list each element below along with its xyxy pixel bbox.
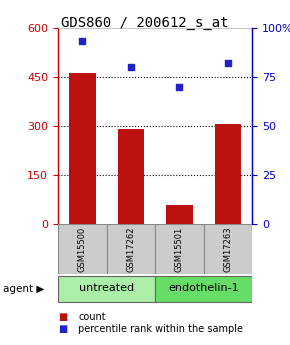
Bar	[155, 224, 204, 274]
Text: GSM17263: GSM17263	[224, 226, 233, 272]
Point	[80, 39, 85, 44]
Text: GSM15500: GSM15500	[78, 227, 87, 272]
Bar	[204, 224, 252, 274]
Text: endothelin-1: endothelin-1	[168, 283, 239, 293]
Text: GSM17262: GSM17262	[126, 227, 135, 272]
Point	[177, 84, 182, 89]
Text: ■: ■	[58, 325, 67, 334]
Bar	[69, 73, 96, 224]
Text: ■: ■	[58, 313, 67, 322]
Bar	[215, 124, 241, 224]
Text: percentile rank within the sample: percentile rank within the sample	[78, 325, 243, 334]
Text: untreated: untreated	[79, 283, 134, 293]
Bar	[58, 224, 106, 274]
Point	[226, 60, 230, 66]
Bar	[106, 224, 155, 274]
Text: GDS860 / 200612_s_at: GDS860 / 200612_s_at	[61, 16, 229, 30]
Text: GSM15501: GSM15501	[175, 227, 184, 272]
Text: count: count	[78, 313, 106, 322]
Bar	[155, 276, 252, 302]
Text: agent ▶: agent ▶	[3, 284, 44, 294]
Bar	[166, 205, 193, 224]
Bar	[58, 276, 155, 302]
Point	[128, 64, 133, 70]
Bar	[117, 129, 144, 224]
